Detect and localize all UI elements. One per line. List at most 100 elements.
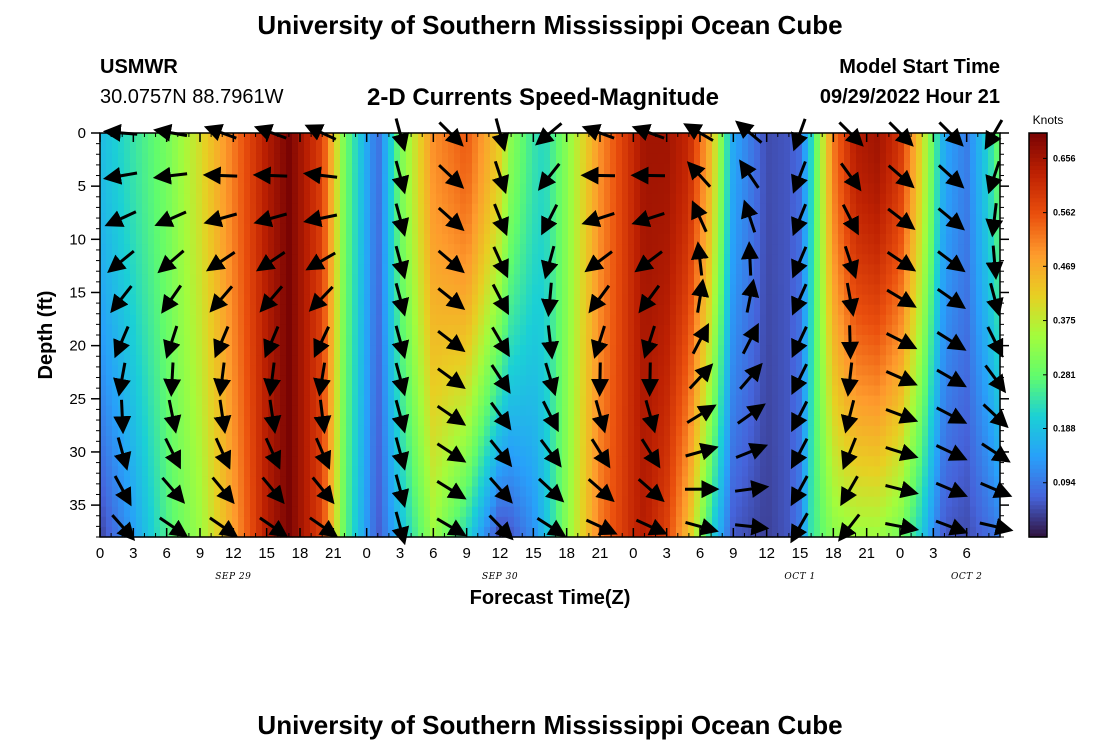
- heatmap-cell: [274, 193, 281, 205]
- heatmap-cell: [634, 223, 641, 235]
- heatmap-cell: [514, 183, 521, 195]
- heatmap-cell: [100, 496, 107, 508]
- heatmap-cell: [472, 193, 479, 205]
- heatmap-cell: [718, 223, 725, 235]
- heatmap-cell: [334, 425, 341, 437]
- heatmap-cell: [664, 163, 671, 174]
- heatmap-cell: [598, 436, 605, 447]
- heatmap-cell: [472, 133, 479, 144]
- heatmap-cell: [574, 223, 581, 235]
- heatmap-cell: [490, 173, 497, 185]
- heatmap-cell: [106, 365, 113, 376]
- heatmap-cell: [442, 506, 449, 518]
- heatmap-cell: [460, 193, 467, 205]
- heatmap-cell: [652, 476, 659, 488]
- heatmap-cell: [826, 284, 833, 296]
- heatmap-cell: [148, 345, 155, 356]
- heatmap-cell: [760, 143, 767, 154]
- heatmap-cell: [598, 355, 605, 366]
- heatmap-cell: [274, 274, 281, 286]
- heatmap-cell: [682, 193, 689, 205]
- heatmap-cell: [574, 415, 581, 427]
- heatmap-cell: [766, 415, 773, 427]
- heatmap-cell: [610, 446, 617, 457]
- heatmap-cell: [370, 415, 377, 427]
- heatmap-cell: [832, 254, 839, 265]
- heatmap-cell: [202, 274, 209, 286]
- heatmap-cell: [676, 516, 683, 528]
- heatmap-cell: [292, 304, 299, 316]
- heatmap-cell: [304, 446, 311, 457]
- heatmap-cell: [184, 446, 191, 457]
- heatmap-cell: [142, 446, 149, 457]
- heatmap-cell: [478, 425, 485, 437]
- heatmap-cell: [166, 314, 173, 326]
- heatmap-cell: [652, 244, 659, 255]
- heatmap-cell: [208, 456, 215, 467]
- heatmap-cell: [208, 314, 215, 326]
- heatmap-cell: [436, 375, 443, 387]
- heatmap-cell: [184, 405, 191, 417]
- heatmap-cell: [376, 466, 383, 477]
- heatmap-cell: [484, 456, 491, 467]
- heatmap-cell: [340, 355, 347, 366]
- heatmap-cell: [244, 304, 251, 316]
- heatmap-cell: [472, 506, 479, 518]
- heatmap-cell: [256, 234, 263, 245]
- heatmap-cell: [778, 213, 785, 225]
- heatmap-cell: [394, 193, 401, 205]
- heatmap-cell: [202, 476, 209, 488]
- heatmap-cell: [814, 345, 821, 356]
- heatmap-cell: [778, 324, 785, 336]
- heatmap-cell: [292, 203, 299, 215]
- heatmap-cell: [436, 304, 443, 316]
- heatmap-cell: [628, 264, 635, 275]
- heatmap-cell: [412, 294, 419, 306]
- heatmap-cell: [184, 213, 191, 225]
- heatmap-cell: [724, 345, 731, 356]
- heatmap-cell: [154, 415, 161, 427]
- heatmap-cell: [820, 456, 827, 467]
- heatmap-cell: [466, 173, 473, 185]
- heatmap-cell: [118, 284, 125, 296]
- heatmap-cell: [502, 516, 509, 528]
- heatmap-cell: [262, 355, 269, 366]
- heatmap-cell: [598, 476, 605, 488]
- heatmap-cell: [568, 496, 575, 508]
- heatmap-cell: [514, 203, 521, 215]
- heatmap-cell: [634, 294, 641, 306]
- heatmap-cell: [484, 153, 491, 164]
- heatmap-cell: [274, 173, 281, 185]
- heatmap-cell: [346, 234, 353, 245]
- heatmap-cell: [292, 395, 299, 407]
- heatmap-cell: [322, 405, 329, 417]
- heatmap-cell: [784, 415, 791, 427]
- heatmap-cell: [166, 425, 173, 437]
- heatmap-cell: [790, 244, 797, 255]
- heatmap-cell: [226, 506, 233, 518]
- heatmap-cell: [406, 234, 413, 245]
- heatmap-cell: [238, 415, 245, 427]
- heatmap-cell: [766, 234, 773, 245]
- heatmap-cell: [532, 456, 539, 467]
- heatmap-cell: [346, 355, 353, 366]
- heatmap-cell: [196, 516, 203, 528]
- heatmap-cell: [382, 345, 389, 356]
- heatmap-cell: [796, 516, 803, 528]
- heatmap-cell: [550, 355, 557, 366]
- heatmap-cell: [520, 365, 527, 376]
- heatmap-cell: [322, 436, 329, 447]
- heatmap-cell: [406, 385, 413, 397]
- heatmap-cell: [406, 476, 413, 488]
- heatmap-cell: [154, 193, 161, 205]
- heatmap-cell: [700, 244, 707, 255]
- heatmap-cell: [208, 516, 215, 528]
- heatmap-cell: [766, 436, 773, 447]
- heatmap-cell: [688, 153, 695, 164]
- heatmap-cell: [838, 385, 845, 397]
- heatmap-cell: [526, 466, 533, 477]
- heatmap-cell: [592, 466, 599, 477]
- heatmap-cell: [358, 163, 365, 174]
- heatmap-cell: [280, 274, 287, 286]
- heatmap-cell: [820, 304, 827, 316]
